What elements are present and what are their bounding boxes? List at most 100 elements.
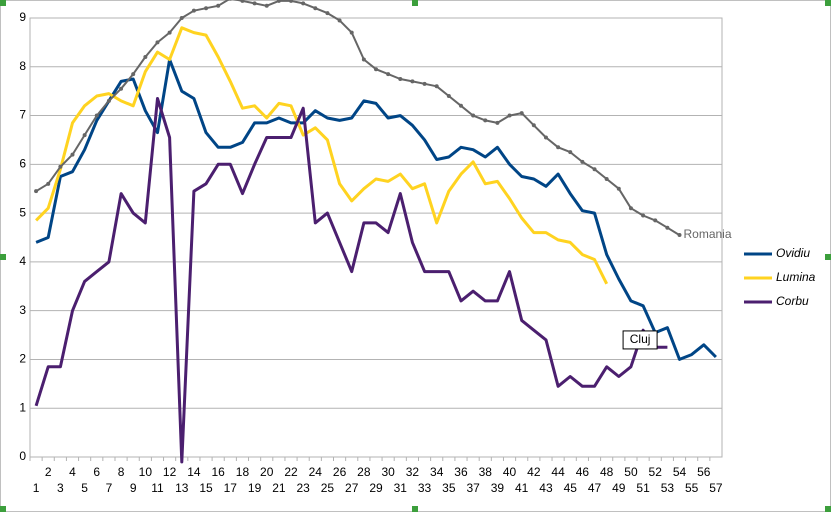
y-tick-label: 2	[19, 352, 26, 366]
point-marker	[556, 145, 561, 150]
x-tick-label: 4	[69, 465, 76, 479]
point-marker	[592, 167, 597, 172]
point-marker	[641, 213, 646, 218]
legend-label: Lumina	[776, 270, 816, 284]
series-line	[35, 0, 681, 236]
point-marker	[216, 3, 221, 8]
point-marker	[483, 118, 488, 123]
x-tick-label: 45	[564, 481, 578, 495]
x-tick-label: 34	[430, 465, 444, 479]
point-marker	[543, 135, 548, 140]
point-marker	[361, 57, 366, 62]
point-marker	[240, 0, 245, 3]
x-tick-label: 37	[466, 481, 480, 495]
x-tick-label: 35	[442, 481, 456, 495]
x-tick-label: 5	[81, 481, 88, 495]
x-tick-label: 56	[697, 465, 711, 479]
x-tick-label: 28	[357, 465, 371, 479]
x-tick-label: 22	[284, 465, 298, 479]
x-tick-label: 7	[106, 481, 113, 495]
point-marker	[374, 67, 378, 72]
point-marker	[106, 98, 111, 103]
x-tick-label: 29	[369, 481, 383, 495]
point-marker	[495, 120, 500, 125]
point-marker	[46, 181, 51, 186]
x-tick-label: 23	[296, 481, 310, 495]
x-tick-label: 11	[151, 481, 164, 495]
annotation-box	[622, 330, 658, 350]
point-marker	[410, 79, 415, 84]
y-tick-label: 1	[19, 400, 26, 414]
x-tick-label: 15	[199, 481, 213, 495]
x-tick-label: 24	[309, 465, 323, 479]
y-tick-label: 7	[19, 108, 26, 122]
x-tick-label: 1	[33, 481, 40, 495]
point-marker	[580, 159, 585, 164]
legend-label: Corbu	[776, 294, 809, 308]
point-marker	[677, 233, 682, 238]
x-tick-label: 49	[612, 481, 626, 495]
x-tick-label: 6	[93, 465, 100, 479]
x-tick-label: 42	[527, 465, 541, 479]
x-tick-label: 12	[163, 465, 177, 479]
x-tick-label: 3	[57, 481, 64, 495]
plot-area	[29, 17, 723, 458]
y-tick-label: 5	[19, 205, 26, 219]
x-tick-label: 52	[649, 465, 663, 479]
point-marker	[34, 189, 39, 194]
x-tick-label: 55	[685, 481, 699, 495]
x-tick-label: 10	[139, 465, 153, 479]
point-marker	[471, 113, 476, 118]
point-marker	[191, 8, 196, 13]
x-tick-label: 17	[224, 481, 238, 495]
point-marker	[289, 0, 294, 3]
x-tick-label: 50	[624, 465, 638, 479]
y-tick-label: 9	[19, 10, 26, 24]
x-tick-label: 44	[551, 465, 565, 479]
x-tick-label: 26	[333, 465, 347, 479]
point-marker	[82, 133, 87, 138]
point-marker	[94, 113, 99, 118]
x-tick-label: 9	[130, 481, 137, 495]
series-end-label: Romania	[684, 227, 732, 241]
x-tick-label: 38	[479, 465, 493, 479]
point-marker	[252, 1, 257, 6]
point-marker	[58, 164, 63, 169]
x-tick-label: 19	[248, 481, 262, 495]
point-marker	[665, 225, 670, 230]
y-tick-label: 6	[19, 157, 26, 171]
point-marker	[313, 6, 318, 11]
x-tick-label: 36	[454, 465, 468, 479]
x-tick-label: 14	[187, 465, 201, 479]
legend-label: Ovidiu	[776, 246, 810, 260]
x-tick-label: 31	[394, 481, 408, 495]
point-marker	[337, 18, 342, 23]
x-tick-label: 47	[588, 481, 602, 495]
point-marker	[167, 30, 172, 35]
y-tick-label: 3	[19, 303, 26, 317]
point-marker	[604, 176, 609, 181]
x-tick-label: 33	[418, 481, 432, 495]
x-tick-label: 8	[118, 465, 125, 479]
x-tick-label: 32	[406, 465, 420, 479]
y-tick-label: 4	[19, 254, 26, 268]
annotation-text: Cluj	[630, 332, 651, 346]
x-tick-label: 41	[515, 481, 529, 495]
point-marker	[531, 123, 536, 128]
x-tick-label: 13	[175, 481, 189, 495]
y-tick-label: 8	[19, 59, 26, 73]
point-marker	[446, 94, 451, 99]
y-tick-label: 0	[19, 449, 26, 463]
x-tick-label: 46	[576, 465, 590, 479]
point-marker	[155, 40, 160, 45]
x-tick-label: 40	[503, 465, 517, 479]
point-marker	[628, 206, 633, 211]
point-marker	[143, 55, 148, 60]
point-marker	[179, 16, 184, 20]
point-marker	[276, 0, 281, 3]
point-marker	[458, 103, 463, 108]
x-tick-label: 27	[345, 481, 359, 495]
